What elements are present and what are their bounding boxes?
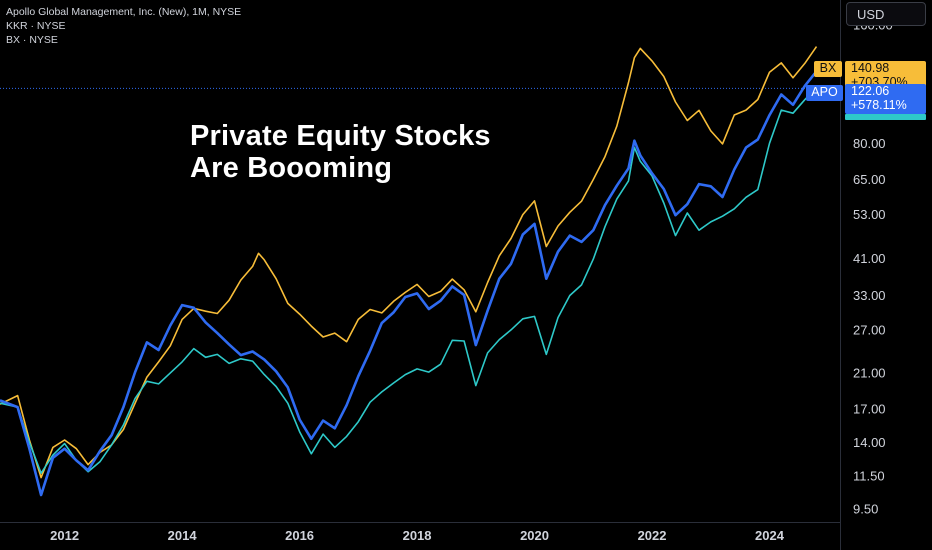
x-tick-label: 2018 — [403, 528, 432, 543]
price-series-lines — [0, 46, 818, 497]
apo-price-value: 122.06 — [851, 84, 890, 98]
series-line-apo — [0, 70, 818, 497]
kkr-price-tag — [845, 114, 926, 120]
y-tick-label: 21.00 — [853, 365, 886, 380]
currency-button[interactable]: USD — [846, 2, 926, 26]
headline-line-1: Private Equity Stocks — [190, 120, 491, 152]
time-axis[interactable]: 2012 2014 2016 2018 2020 2022 2024 — [50, 528, 785, 543]
y-tick-label: 17.00 — [853, 402, 886, 417]
x-tick-label: 2024 — [755, 528, 785, 543]
y-tick-label: 53.00 — [853, 207, 886, 222]
headline-line-2: Are Boooming — [190, 152, 393, 184]
price-axis-divider — [840, 0, 841, 550]
y-tick-label: 14.00 — [853, 435, 886, 450]
apo-price-tag: 122.06 +578.11% — [845, 84, 926, 114]
x-tick-label: 2022 — [638, 528, 667, 543]
bx-price-value: 140.98 — [851, 61, 890, 75]
x-tick-label: 2014 — [168, 528, 198, 543]
y-tick-label: 11.50 — [853, 469, 885, 484]
x-tick-label: 2012 — [50, 528, 79, 543]
y-tick-label: 27.00 — [853, 322, 886, 337]
symbol-legend: Apollo Global Management, Inc. (New), 1M… — [6, 5, 241, 47]
chart-headline: Private Equity Stocks Are Boooming — [190, 120, 491, 184]
bx-symbol-tag: BX — [814, 61, 842, 77]
y-tick-label: 65.00 — [853, 172, 886, 187]
apo-change-value: +578.11% — [851, 98, 907, 112]
series-line-kkr — [0, 87, 818, 474]
legend-bx[interactable]: BX · NYSE — [6, 34, 58, 46]
series-line-bx — [0, 46, 818, 479]
legend-apo[interactable]: Apollo Global Management, Inc. (New), 1M… — [6, 6, 242, 18]
apo-symbol-tag: APO — [806, 85, 843, 101]
legend-kkr[interactable]: KKR · NYSE — [6, 20, 66, 32]
x-tick-label: 2016 — [285, 528, 314, 543]
x-tick-label: 2020 — [520, 528, 549, 543]
y-tick-label: 9.50 — [853, 501, 878, 516]
y-tick-label: 33.00 — [853, 288, 886, 303]
y-tick-label: 80.00 — [853, 136, 886, 151]
y-tick-label: 41.00 — [853, 251, 886, 266]
time-axis-divider — [0, 522, 840, 523]
